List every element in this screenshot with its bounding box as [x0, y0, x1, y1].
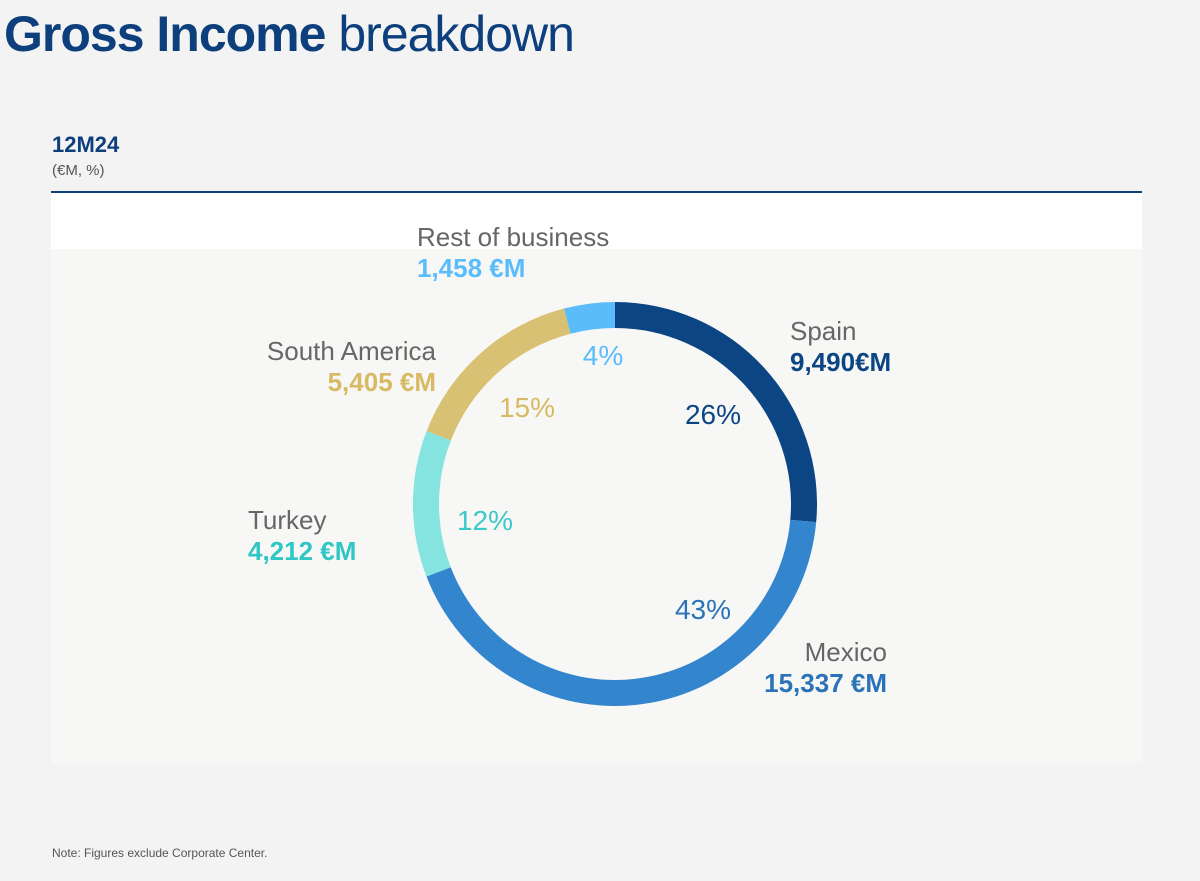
units-label: (€M, %): [52, 162, 105, 179]
header-divider: [51, 191, 1142, 193]
label-value-mexico: 15,337 €M: [764, 668, 887, 698]
label-name-spain: Spain: [790, 316, 857, 346]
label-percent-turkey: 12%: [457, 505, 513, 536]
label-value-spain: 9,490€M: [790, 347, 891, 377]
slice-rest-of-business: [564, 302, 615, 334]
label-name-rest-of-business: Rest of business: [417, 222, 609, 252]
label-percent-rest-of-business: 4%: [583, 340, 623, 371]
slice-turkey: [413, 431, 451, 577]
panel-top-strip: [51, 193, 1142, 249]
page-title: Gross Income breakdown: [4, 4, 575, 64]
period-label: 12M24: [52, 132, 120, 157]
title-rest: breakdown: [338, 6, 575, 62]
title-bold: Gross Income: [4, 6, 326, 62]
slice-mexico: [426, 519, 817, 707]
label-percent-mexico: 43%: [675, 594, 731, 625]
label-value-south-america: 5,405 €M: [328, 367, 436, 397]
chart-panel: [51, 249, 1142, 763]
slice-south-america: [426, 308, 571, 441]
label-name-mexico: Mexico: [805, 637, 887, 667]
label-name-south-america: South America: [267, 336, 437, 366]
label-percent-spain: 26%: [685, 399, 741, 430]
footnote: Note: Figures exclude Corporate Center.: [52, 846, 268, 860]
label-percent-south-america: 15%: [499, 392, 555, 423]
label-name-turkey: Turkey: [248, 505, 327, 535]
slice-spain: [615, 302, 818, 523]
label-value-turkey: 4,212 €M: [248, 536, 356, 566]
label-value-rest-of-business: 1,458 €M: [417, 253, 525, 283]
